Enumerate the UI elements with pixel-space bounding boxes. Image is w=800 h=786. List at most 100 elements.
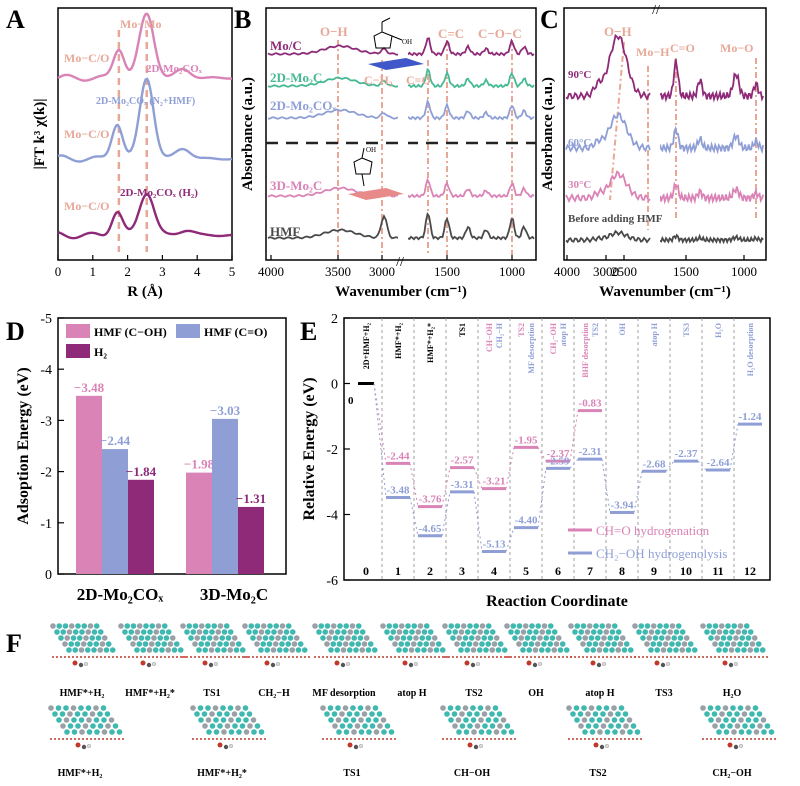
- panel-f-row1-structure-5-atom-3-6: [429, 641, 436, 647]
- panel-f-row2-structure-2-atom-3-0: [332, 723, 338, 729]
- panel-f-row1-structure-2-atom-1-6: [221, 629, 228, 635]
- panel-f-row1-structure-10-atom-3-3: [730, 641, 737, 647]
- panel-a-exafs-chart: 0 1 2 3 4 5 Mo−Mo Mo−C/O Mo−C/O Mo−C/O 2D-Mo₂…: [32, 7, 235, 300]
- panel-f-row1-label-2: TS1: [203, 688, 220, 699]
- panel-e-connector-1-4: [505, 527, 515, 552]
- panel-f-row2-structure-1-atom-2-6: [243, 717, 249, 723]
- panel-f-row1-structure-0-atom-2-3: [76, 635, 83, 641]
- panel-f-row1-structure-7-atom-1-1: [514, 629, 521, 635]
- panel-f-row1-structure-3-atom-2-6: [287, 635, 294, 641]
- panel-f-row2-structure-0-atom-4-1: [71, 729, 78, 735]
- panel-f-row1-structure-9-atom-4-2: [660, 647, 667, 653]
- panel-f-row1-structure-0-atom-3-0: [62, 641, 68, 647]
- panel-f-row2-structure-5-atom-1-4: [734, 711, 740, 717]
- panel-e-xtick-label-0: 0: [363, 564, 369, 578]
- panel-c-xtick-label-1: 3000: [593, 264, 619, 279]
- panel-f-row2-structure-2-atom-0-3: [342, 705, 349, 711]
- panel-f-row1-structure-3-atom-0-5: [273, 623, 280, 629]
- panel-f-row1-structure-1-atom-3-0: [130, 641, 136, 647]
- panel-f-row2-structure-4: [566, 705, 644, 750]
- panel-f-row1-structure-4-atom-1-7: [359, 629, 366, 635]
- panel-d-bar-0-2: [128, 479, 154, 574]
- panel-e-step-label-1: HMF*+H₂: [394, 322, 403, 358]
- panel-f-row1-structure-8-atom-4-2: [596, 647, 603, 653]
- panel-f-row1-structure-6-atom-2-0: [450, 635, 456, 641]
- panel-f-row1-structure-3-atom-3-0: [254, 641, 260, 647]
- panel-f-row1-structure-5-atom-1-3: [402, 629, 409, 635]
- panel-f-row1-structure-4-atom-1-5: [347, 629, 354, 635]
- panel-e-connector-1-8: [633, 471, 643, 513]
- panel-f-row2-structure-5-atom-2-3: [730, 717, 737, 723]
- panel-c-band-co: C=O: [670, 41, 695, 55]
- panel-f-row1-structure-3-atom-2-3: [268, 635, 275, 641]
- panel-f-row1-structure-7-atom-4-2: [532, 647, 539, 653]
- panel-c-band-oh: O−H: [604, 24, 632, 39]
- panel-f-row1-structure-1-atom-2-3: [144, 635, 151, 641]
- panel-f-row2-structure-4-atom-2-4: [604, 717, 610, 723]
- panel-f-row1-structure-4-atom-3-3: [342, 641, 349, 647]
- panel-f-row1-structure-8-atom-0-2: [580, 623, 587, 629]
- panel-f-row1-structure-4-atom-1-6: [353, 629, 360, 635]
- panel-f-row1-structure-4-atom-0-4: [337, 623, 343, 629]
- panel-f-row1-structure-6-atom-4-4: [483, 647, 489, 653]
- panel-f-row2-structure-1-atom-1-7: [246, 711, 253, 717]
- panel-f-row1-structure-2-atom-3-1: [198, 641, 205, 647]
- panel-f-row1-structure-5-atom-4-6: [433, 647, 440, 653]
- panel-f-row2-structure-0-atom-0-7: [100, 705, 107, 711]
- panel-f-row1-structure-4-atom-3-5: [355, 641, 362, 647]
- panel-c-xtick-label-0: 4000: [554, 264, 580, 279]
- panel-f-row1-structure-5-atom-2-3: [406, 635, 413, 641]
- panel-f-row1-structure-6-atom-0-6: [479, 623, 486, 629]
- panel-e-connector-0-4: [505, 447, 515, 489]
- panel-f-row1-structure-3-atom-4-3: [276, 647, 283, 653]
- panel-f-row2-structure-3-atom-2-1: [455, 717, 462, 723]
- panel-f-row1-structure-4-atom-4-4: [353, 647, 359, 653]
- panel-f-row1-structure-4-atom-1-4: [341, 629, 347, 635]
- panel-d-legend-label-1: HMF (C−OH): [94, 325, 167, 339]
- panel-f-row1-structure-0-atom-3-5: [93, 641, 100, 647]
- panel-f-row1-structure-5-atom-2-0: [388, 635, 394, 641]
- panel-f-row1-structure-7-adsorbate-h: [537, 661, 543, 667]
- panel-e-connector-1-10: [697, 460, 707, 471]
- panel-c-band-moo: Mo−O: [720, 41, 754, 55]
- panel-e-xtick-label-9: 9: [651, 564, 657, 578]
- panel-f-row1-structure-7-atom-3-0: [516, 641, 522, 647]
- panel-f-row2-structure-2-atom-4-2: [351, 729, 357, 735]
- panel-f-row1-structure-3-atom-2-1: [256, 635, 263, 641]
- panel-f-row1-structure-7-atom-3-3: [534, 641, 541, 647]
- panel-b-frame: [265, 7, 537, 261]
- panel-f-row2-structure-2-atom-2-7: [380, 717, 387, 723]
- panel-f-row1-structure-10-atom-0-7: [743, 623, 750, 629]
- panel-c-series-left-3: [565, 229, 651, 244]
- panel-f-row1-structure-2-atom-0-0: [180, 623, 186, 629]
- panel-b-xtick-label-2: 3000: [369, 264, 395, 279]
- panel-f-row1-structure-1-atom-1-7: [165, 629, 172, 635]
- panel-f-row1-structure-0-atom-3-3: [80, 641, 87, 647]
- panel-f-row1-structure-7-atom-2-3: [530, 635, 537, 641]
- panel-f-row2-structure-0-atom-0-4: [78, 705, 84, 711]
- panel-f-row2-structure-4-atom-1-3: [592, 711, 599, 717]
- panel-f-row2-structure-3-atom-1-4: [474, 711, 480, 717]
- panel-f-row1-structure-1-atom-4-4: [159, 647, 165, 653]
- panel-f-row1-structure-10-atom-3-6: [749, 641, 756, 647]
- panel-c-guide-oh: [609, 41, 625, 201]
- panel-f-row2-structure-2-adsorbate-c: [353, 744, 359, 750]
- panel-f-row1-structure-8-atom-2-5: [607, 635, 614, 641]
- panel-f-row1-structure-10-atom-0-1: [706, 623, 713, 629]
- panel-f-row2-structure-0-atom-4-7: [116, 729, 123, 735]
- panel-f-row1-structure-8-atom-4-1: [590, 647, 597, 653]
- panel-f-row1-structure-9-atom-2-2: [652, 635, 659, 641]
- panel-f-row2-structure-5: [700, 705, 778, 750]
- panel-f-row1-structure-5-atom-0-4: [405, 623, 411, 629]
- panel-f-row2-structure-5-atom-4-0: [716, 729, 722, 735]
- panel-f-row2-structure-5-atom-0-4: [730, 705, 736, 711]
- panel-f-row1-structure-2-atom-1-5: [215, 629, 222, 635]
- panel-f-row1-structure-5-atom-0-3: [398, 623, 405, 629]
- panel-f-row1-structure-10-atom-4-1: [722, 647, 729, 653]
- panel-c-label-30: 30°C: [568, 179, 591, 191]
- panel-d-ytick-label-2: -2: [40, 466, 52, 481]
- panel-f-row2-structure-1-adsorbate-c: [223, 744, 229, 750]
- panel-c-label-before: Before adding HMF: [568, 213, 663, 225]
- panel-f-row2-structure-5-atom-4-1: [723, 729, 730, 735]
- panel-f-row1-structure-9-atom-3-0: [644, 641, 650, 647]
